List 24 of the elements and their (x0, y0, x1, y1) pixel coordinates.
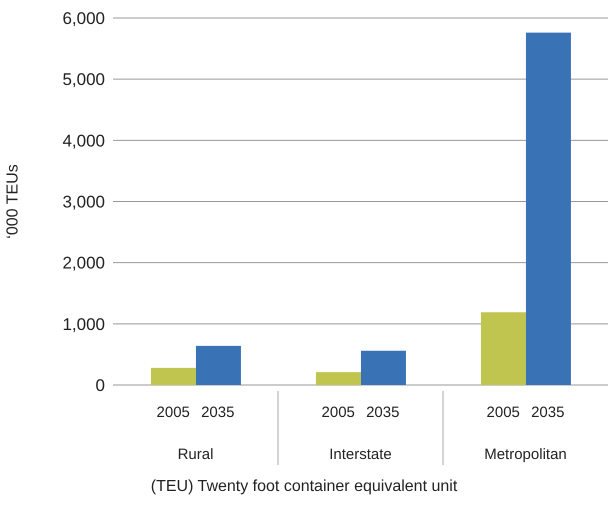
y-tick-label: 5,000 (62, 70, 105, 90)
bar (526, 32, 571, 385)
y-tick-label: 2,000 (62, 254, 105, 273)
y-tick-label: 0 (96, 376, 105, 396)
text: 2005 (322, 404, 355, 421)
series-label: 2035 (201, 404, 234, 421)
text: (TEU) Twenty foot container equivalent unit (150, 478, 458, 496)
y-tick-label: 3,000 (62, 192, 105, 212)
bar (480, 312, 526, 385)
bar (196, 346, 241, 385)
bar (150, 368, 196, 385)
x-tick-label: Rural (178, 446, 214, 463)
y-tick-label: 6,000 (62, 9, 105, 28)
text: 2035 (366, 404, 400, 421)
text: 2035 (531, 404, 564, 421)
x-tick-label: Metropolitan (484, 446, 567, 463)
x-tick-label: Interstate (329, 446, 392, 463)
bar (316, 372, 361, 385)
bar (360, 350, 406, 385)
y-tick-label: 4,000 (62, 131, 105, 150)
text: 2005 (486, 404, 520, 421)
series-label: 2005 (156, 404, 190, 421)
y-tick-label: 1,000 (62, 314, 105, 334)
y-axis-title: ‘000 TEUs (4, 164, 22, 239)
